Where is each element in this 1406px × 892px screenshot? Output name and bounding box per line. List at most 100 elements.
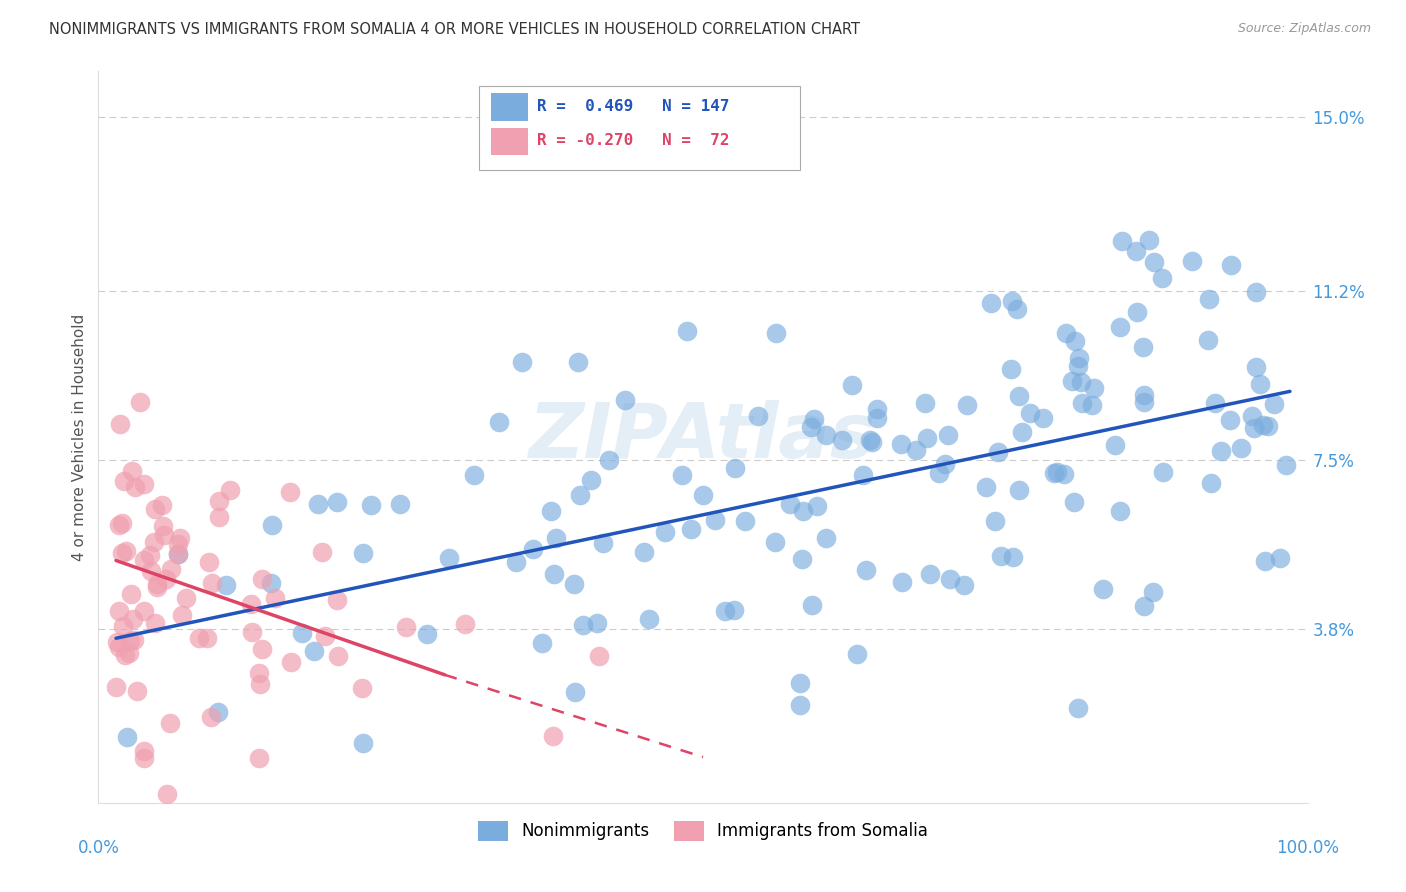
Point xyxy=(311,545,333,559)
Point xyxy=(1251,417,1274,432)
Point xyxy=(855,563,877,577)
Point xyxy=(713,604,735,618)
Point xyxy=(240,624,263,639)
Point xyxy=(1132,340,1154,354)
Point xyxy=(984,514,1007,528)
Point xyxy=(1152,465,1174,479)
Point xyxy=(207,706,229,720)
Point xyxy=(120,634,142,648)
Point xyxy=(1132,388,1154,402)
Point xyxy=(143,501,166,516)
Point xyxy=(105,635,128,649)
Bar xyxy=(492,94,527,121)
Point xyxy=(352,736,374,750)
Point xyxy=(1011,425,1033,439)
Point xyxy=(564,577,586,591)
Point xyxy=(917,431,939,445)
Point xyxy=(132,744,155,758)
Point xyxy=(831,434,853,448)
Point xyxy=(586,615,609,630)
Point xyxy=(250,572,273,586)
Point xyxy=(143,615,166,630)
Point xyxy=(934,457,956,471)
Point xyxy=(124,480,146,494)
Point xyxy=(134,604,156,618)
Point xyxy=(138,548,160,562)
Point xyxy=(215,578,238,592)
Point xyxy=(904,443,927,458)
Point xyxy=(723,603,745,617)
Point xyxy=(522,541,544,556)
Point xyxy=(579,473,602,487)
Point xyxy=(134,476,156,491)
Point xyxy=(121,465,143,479)
Legend: Nonimmigrants, Immigrants from Somalia: Nonimmigrants, Immigrants from Somalia xyxy=(470,813,936,849)
Point xyxy=(654,524,676,539)
Point xyxy=(120,587,142,601)
Point xyxy=(891,575,914,590)
Y-axis label: 4 or more Vehicles in Household: 4 or more Vehicles in Household xyxy=(72,313,87,561)
Point xyxy=(866,402,889,417)
Point xyxy=(166,547,188,561)
Point xyxy=(1060,374,1083,388)
Point xyxy=(592,536,614,550)
Point xyxy=(890,436,912,450)
Point xyxy=(326,648,349,663)
Point xyxy=(724,461,747,475)
Point xyxy=(307,497,329,511)
Point xyxy=(815,531,838,545)
Point xyxy=(852,467,875,482)
Point xyxy=(939,572,962,586)
Point xyxy=(814,428,837,442)
Point xyxy=(111,516,134,531)
Point xyxy=(1132,394,1154,409)
Point xyxy=(143,534,166,549)
Point xyxy=(806,499,828,513)
Point xyxy=(134,751,156,765)
Point xyxy=(252,642,274,657)
Point xyxy=(114,648,136,663)
Point xyxy=(792,551,814,566)
Point xyxy=(1143,255,1166,269)
Point xyxy=(302,643,325,657)
Point xyxy=(198,555,221,569)
Point xyxy=(155,572,177,586)
Point xyxy=(488,415,510,429)
Point xyxy=(247,666,270,681)
Bar xyxy=(492,128,527,155)
Point xyxy=(800,599,823,613)
Point xyxy=(860,435,883,450)
Point xyxy=(132,552,155,566)
Point xyxy=(990,549,1012,563)
Point xyxy=(1067,359,1090,373)
Point xyxy=(505,555,527,569)
Point xyxy=(569,488,592,502)
Point xyxy=(1249,376,1271,391)
Point xyxy=(544,531,567,545)
Point xyxy=(928,466,950,480)
Point xyxy=(454,616,477,631)
Point xyxy=(572,617,595,632)
Text: 100.0%: 100.0% xyxy=(1277,839,1339,857)
Point xyxy=(188,632,211,646)
Point xyxy=(1229,441,1251,455)
Point xyxy=(1243,420,1265,434)
Point xyxy=(160,562,183,576)
Point xyxy=(540,504,562,518)
Point xyxy=(176,591,198,605)
Point xyxy=(541,729,564,743)
Point xyxy=(118,646,141,660)
Point xyxy=(841,377,863,392)
Point xyxy=(1240,409,1263,423)
Point xyxy=(1209,443,1232,458)
Point xyxy=(195,631,218,645)
Point xyxy=(671,467,693,482)
Point xyxy=(1063,334,1085,348)
Point xyxy=(105,680,128,694)
Point xyxy=(314,629,336,643)
Text: Source: ZipAtlas.com: Source: ZipAtlas.com xyxy=(1237,22,1371,36)
Point xyxy=(152,519,174,533)
Point xyxy=(800,419,823,434)
Point xyxy=(437,551,460,566)
Point xyxy=(111,546,134,560)
